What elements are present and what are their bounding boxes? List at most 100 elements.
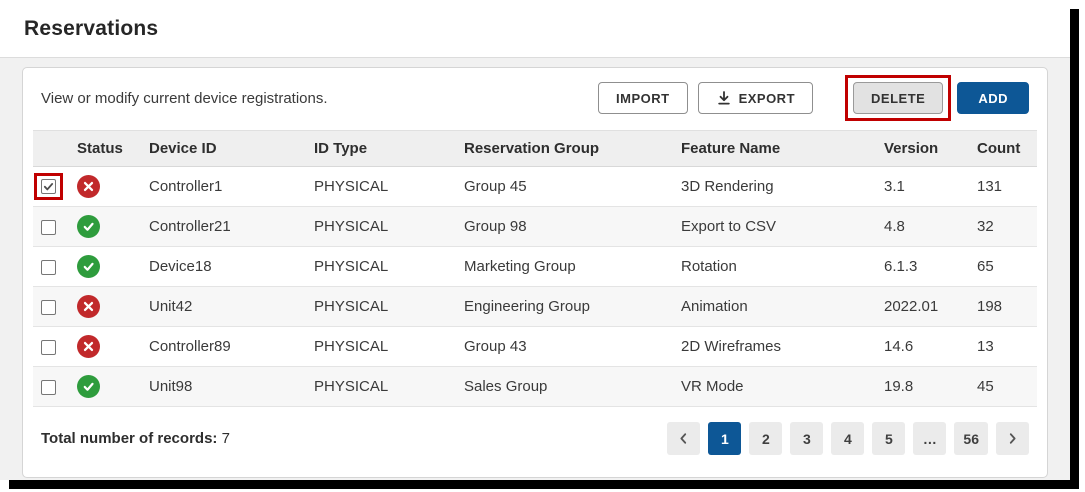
status-cell [69,326,141,367]
id-type-cell: PHYSICAL [306,366,456,407]
import-button[interactable]: IMPORT [598,82,688,114]
page-header: Reservations [0,0,1070,58]
checkbox-cell [33,206,69,247]
id-type-cell: PHYSICAL [306,326,456,367]
column-header-id-type: ID Type [306,130,456,167]
red-x-icon [77,295,100,318]
count-cell: 131 [969,166,1037,207]
status-cell [69,206,141,247]
device-id-cell: Controller89 [141,326,306,367]
version-cell: 6.1.3 [876,246,969,287]
delete-annotation-box: DELETE [845,75,952,121]
id-type-cell: PHYSICAL [306,206,456,247]
select-column-header [33,130,69,167]
page-content: View or modify current device registrati… [0,58,1070,480]
card-footer: Total number of records: 7 1 2 3 4 5… 56 [33,407,1037,455]
green-check-icon [77,375,100,398]
reservation-group-cell: Sales Group [456,366,673,407]
status-cell [69,366,141,407]
version-cell: 19.8 [876,366,969,407]
red-x-icon [77,335,100,358]
reservation-group-cell: Engineering Group [456,286,673,327]
status-cell [69,166,141,207]
column-header-version: Version [876,130,969,167]
red-x-icon [77,175,100,198]
table-row: Device18 PHYSICAL Marketing Group Rotation 6… [33,246,1037,287]
reservation-group-cell: Group 98 [456,206,673,247]
chevron-left-icon[interactable] [667,422,701,455]
table-row: Controller21 PHYSICAL Group 98 Export to CS… [33,206,1037,247]
feature-name-cell: 3D Rendering [673,166,876,207]
export-button-label: EXPORT [738,90,796,106]
pagination-page-4[interactable]: 4 [831,422,865,455]
reservations-card: View or modify current device registrati… [22,67,1048,478]
pagination-page-5[interactable]: 5 [872,422,906,455]
row-checkbox[interactable] [41,299,56,315]
device-id-cell: Controller1 [141,166,306,207]
column-header-status: Status [69,130,141,167]
row-checkbox[interactable] [41,339,56,355]
pagination-page-2[interactable]: 2 [749,422,783,455]
checkbox-cell [33,366,69,407]
feature-name-cell: Rotation [673,246,876,287]
checkbox-cell [33,166,69,207]
toolbar: View or modify current device registrati… [33,75,1037,121]
count-cell: 198 [969,286,1037,327]
checkbox-annotation-box [34,173,63,200]
pagination-ellipsis[interactable]: … [913,422,947,455]
pagination-page-1[interactable]: 1 [708,422,742,455]
feature-name-cell: VR Mode [673,366,876,407]
reservation-group-cell: Group 43 [456,326,673,367]
column-header-reservation-group: Reservation Group [456,130,673,167]
pagination: 1 2 3 4 5… 56 [667,422,1029,455]
id-type-cell: PHYSICAL [306,286,456,327]
version-cell: 3.1 [876,166,969,207]
id-type-cell: PHYSICAL [306,166,456,207]
reservations-table: Status Device ID ID Type Reservation Group F… [33,130,1037,407]
page-title: Reservations [24,16,159,40]
table-row: Controller89 PHYSICAL Group 43 2D Wireframe… [33,326,1037,367]
device-id-cell: Device18 [141,246,306,287]
checkbox-cell [33,326,69,367]
column-header-device-id: Device ID [141,130,306,167]
column-header-feature-name: Feature Name [673,130,876,167]
count-cell: 45 [969,366,1037,407]
total-records-label: Total number of records: [41,430,218,447]
green-check-icon [77,255,100,278]
device-id-cell: Unit98 [141,366,306,407]
row-checkbox[interactable] [41,379,56,395]
column-header-count: Count [969,130,1037,167]
checkbox-cell [33,246,69,287]
version-cell: 14.6 [876,326,969,367]
add-button[interactable]: ADD [957,82,1029,114]
table-row: Unit42 PHYSICAL Engineering Group Animation… [33,286,1037,327]
id-type-cell: PHYSICAL [306,246,456,287]
table-row: Controller1 PHYSICAL Group 45 3D Rendering 3… [33,166,1037,207]
feature-name-cell: Animation [673,286,876,327]
import-button-label: IMPORT [616,90,670,106]
device-id-cell: Unit42 [141,286,306,327]
count-cell: 13 [969,326,1037,367]
status-cell [69,246,141,287]
status-cell [69,286,141,327]
reservation-group-cell: Group 45 [456,166,673,207]
table-header-row: Status Device ID ID Type Reservation Group F… [33,130,1037,167]
checkbox-cell [33,286,69,327]
pagination-page-3[interactable]: 3 [790,422,824,455]
row-checkbox[interactable] [41,219,56,235]
reservation-group-cell: Marketing Group [456,246,673,287]
table-row: Unit98 PHYSICAL Sales Group VR Mode 19.8 45 [33,366,1037,407]
chevron-right-icon[interactable] [996,422,1029,455]
device-id-cell: Controller21 [141,206,306,247]
row-checkbox[interactable] [41,259,56,275]
pagination-page-56[interactable]: 56 [954,422,988,455]
toolbar-actions: IMPORT EXPORT DELETE ADD [598,75,1029,121]
export-button[interactable]: EXPORT [697,82,814,114]
green-check-icon [77,215,100,238]
feature-name-cell: 2D Wireframes [673,326,876,367]
delete-button[interactable]: DELETE [853,82,944,114]
version-cell: 4.8 [876,206,969,247]
count-cell: 65 [969,246,1037,287]
total-records: Total number of records: 7 [41,430,230,447]
row-checkbox[interactable] [41,179,56,194]
